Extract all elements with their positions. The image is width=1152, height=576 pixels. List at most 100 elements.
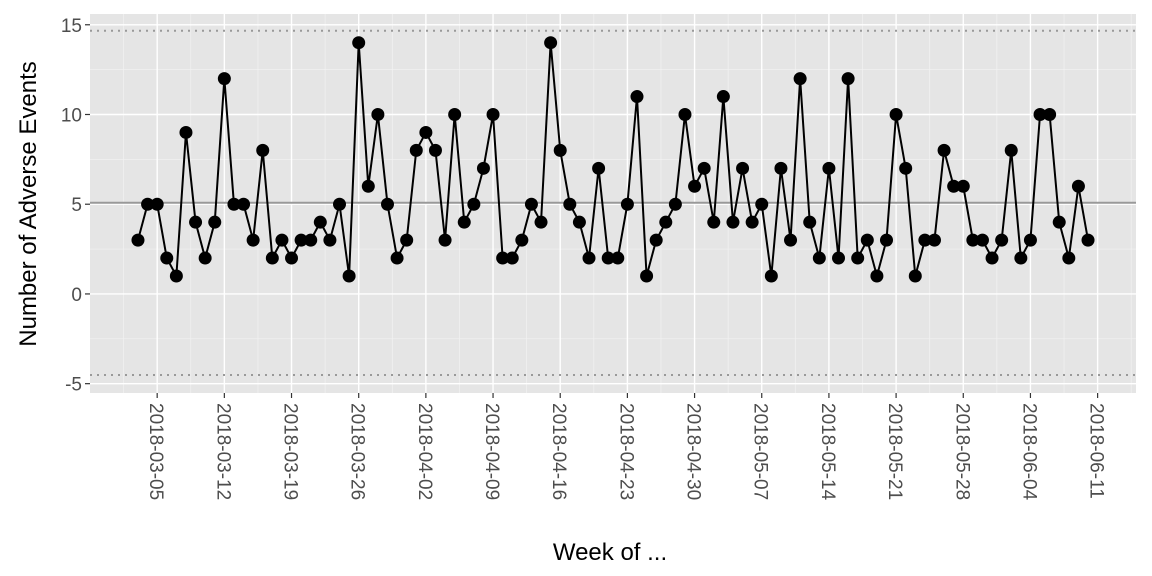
data-point	[822, 161, 836, 175]
data-point	[428, 143, 442, 157]
data-point	[563, 197, 577, 211]
data-point	[544, 36, 558, 50]
data-point	[256, 143, 270, 157]
x-tick-label: 2018-04-09	[481, 403, 502, 500]
y-axis-label: Number of Adverse Events	[15, 61, 42, 346]
data-point	[141, 197, 155, 211]
data-point	[179, 125, 193, 139]
x-tick-label: 2018-04-02	[414, 403, 435, 500]
data-point	[294, 233, 308, 247]
data-point	[918, 233, 932, 247]
data-point	[860, 233, 874, 247]
data-point	[611, 251, 625, 265]
x-axis-label: Week of ...	[553, 539, 667, 566]
data-point	[419, 125, 433, 139]
data-point	[534, 215, 548, 229]
data-point	[572, 215, 586, 229]
data-point	[285, 251, 299, 265]
data-point	[505, 251, 519, 265]
data-point	[390, 251, 404, 265]
data-point	[333, 197, 347, 211]
data-point	[899, 161, 913, 175]
data-point	[217, 72, 231, 86]
data-point	[169, 269, 183, 283]
data-point	[755, 197, 769, 211]
data-point	[380, 197, 394, 211]
data-point	[889, 107, 903, 121]
data-point	[1043, 107, 1057, 121]
x-tick-label: 2018-03-19	[280, 403, 301, 500]
data-point	[995, 233, 1009, 247]
data-point	[812, 251, 826, 265]
x-tick-label: 2018-03-05	[145, 403, 166, 500]
data-point	[832, 251, 846, 265]
data-point	[927, 233, 941, 247]
data-point	[774, 161, 788, 175]
y-tick-label: 0	[71, 285, 82, 306]
data-point	[275, 233, 289, 247]
data-point	[601, 251, 615, 265]
data-point	[1052, 215, 1066, 229]
x-tick-label: 2018-04-30	[683, 403, 704, 500]
data-point	[1014, 251, 1028, 265]
data-point	[323, 233, 337, 247]
data-point	[371, 107, 385, 121]
data-point	[841, 72, 855, 86]
data-point	[265, 251, 279, 265]
data-point	[716, 90, 730, 104]
data-point	[592, 161, 606, 175]
x-tick-label: 2018-04-23	[615, 403, 636, 500]
x-tick-label: 2018-05-14	[817, 403, 838, 501]
data-point	[784, 233, 798, 247]
data-point	[524, 197, 538, 211]
data-point	[361, 179, 375, 193]
data-point	[851, 251, 865, 265]
data-point	[208, 215, 222, 229]
data-point	[1081, 233, 1095, 247]
data-point	[400, 233, 414, 247]
data-point	[515, 233, 529, 247]
data-point	[726, 215, 740, 229]
x-tick-label: 2018-06-04	[1018, 403, 1039, 501]
data-point	[1033, 107, 1047, 121]
data-point	[870, 269, 884, 283]
data-point	[688, 179, 702, 193]
data-point	[956, 179, 970, 193]
data-point	[985, 251, 999, 265]
y-tick-label: 5	[71, 195, 82, 216]
data-point	[457, 215, 471, 229]
data-point	[659, 215, 673, 229]
x-tick-label: 2018-04-16	[548, 403, 569, 500]
data-point	[1004, 143, 1018, 157]
data-point	[150, 197, 164, 211]
data-point	[649, 233, 663, 247]
data-point	[486, 107, 500, 121]
data-point	[640, 269, 654, 283]
data-point	[227, 197, 241, 211]
data-point	[313, 215, 327, 229]
data-point	[582, 251, 596, 265]
data-point	[630, 90, 644, 104]
data-point	[237, 197, 251, 211]
data-point	[352, 36, 366, 50]
data-point	[496, 251, 510, 265]
data-point	[947, 179, 961, 193]
x-tick-label: 2018-05-28	[951, 403, 972, 500]
data-point	[438, 233, 452, 247]
x-tick-label: 2018-03-12	[212, 403, 233, 500]
data-point	[879, 233, 893, 247]
data-point	[908, 269, 922, 283]
data-point	[1071, 179, 1085, 193]
data-point	[553, 143, 567, 157]
data-point	[1023, 233, 1037, 247]
data-point	[189, 215, 203, 229]
data-point	[793, 72, 807, 86]
data-point	[764, 269, 778, 283]
data-point	[476, 161, 490, 175]
data-point	[198, 251, 212, 265]
x-tick-label: 2018-05-07	[750, 403, 771, 500]
x-tick-label: 2018-06-11	[1086, 403, 1107, 499]
data-point	[246, 233, 260, 247]
data-point	[409, 143, 423, 157]
